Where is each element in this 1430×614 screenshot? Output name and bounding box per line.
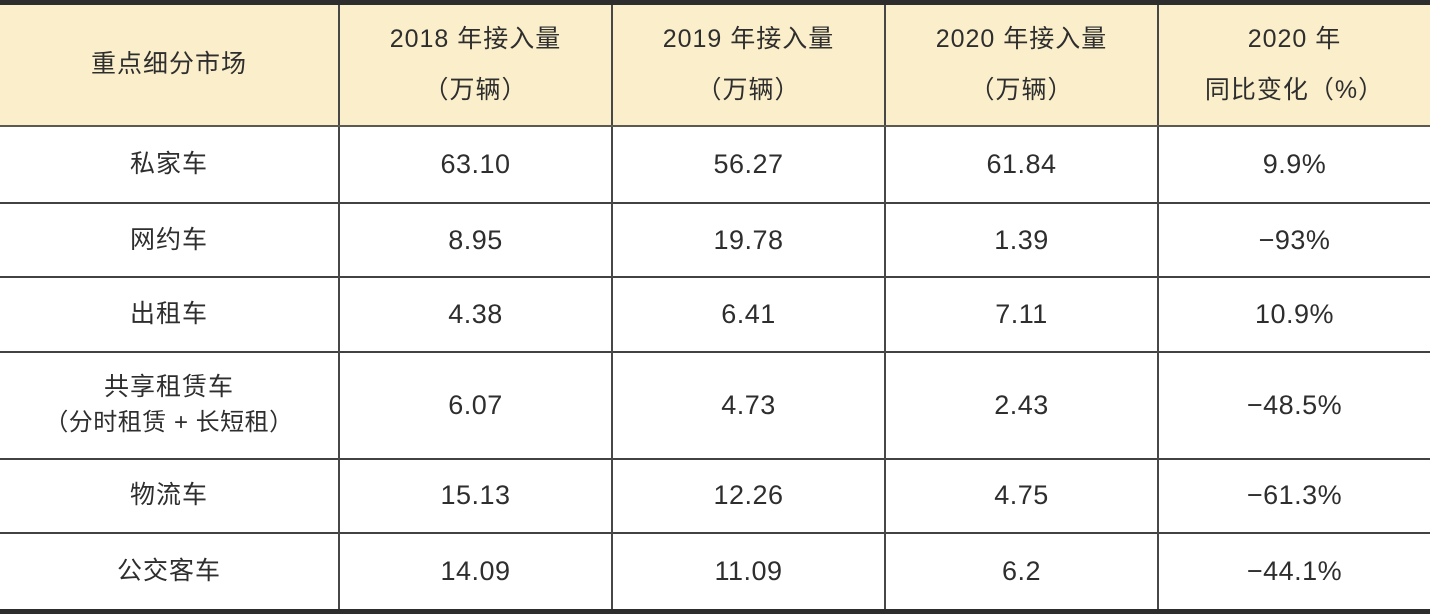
header-change-line1: 2020 年 [1247, 24, 1342, 53]
value-change: −61.3% [1157, 457, 1430, 533]
table-body: 私家车 63.10 56.27 61.84 9.9% 网约车 8.95 19.7… [0, 125, 1430, 612]
header-2020-line1: 2020 年接入量 [935, 24, 1108, 53]
table-row-shared-rental: 共享租赁车 （分时租赁 + 长短租） 6.07 4.73 2.43 −48.5% [0, 350, 1430, 459]
header-change-line2: 同比变化（%） [1204, 75, 1385, 104]
value-2020: 2.43 [884, 350, 1158, 459]
row-label-cell: 出租车 [0, 276, 339, 352]
value-2019: 19.78 [611, 202, 885, 278]
value-change: 9.9% [1157, 125, 1430, 204]
value-2018: 6.07 [338, 350, 612, 459]
value-change: −44.1% [1157, 531, 1430, 612]
value-2018: 63.10 [338, 125, 612, 204]
table-header-row: 重点细分市场 2018 年接入量 （万辆） 2019 年接入量 （万辆） [0, 2, 1430, 127]
table-row-taxi: 出租车 4.38 6.41 7.11 10.9% [0, 276, 1430, 352]
header-2020-line2: （万辆） [969, 75, 1074, 104]
row-label-cell: 私家车 [0, 126, 339, 204]
value-2018: 8.95 [338, 202, 612, 278]
header-2018-line1: 2018 年接入量 [389, 24, 562, 53]
value-change: −48.5% [1157, 350, 1430, 459]
value-2019: 56.27 [611, 125, 885, 204]
row-label-sub: （分时租赁 + 长短租） [44, 409, 294, 437]
header-cell-2020: 2020 年接入量 （万辆） [884, 2, 1158, 127]
header-cell-change: 2020 年 同比变化（%） [1157, 2, 1430, 127]
row-label-cell: 共享租赁车 （分时租赁 + 长短租） [0, 350, 339, 459]
row-label-cell: 公交客车 [0, 531, 339, 612]
header-2018-line2: （万辆） [423, 75, 528, 104]
row-label-cell: 物流车 [0, 457, 339, 533]
header-cell-2018: 2018 年接入量 （万辆） [338, 2, 612, 127]
header-cell-2019: 2019 年接入量 （万辆） [611, 2, 885, 127]
table-row-bus: 公交客车 14.09 11.09 6.2 −44.1% [0, 531, 1430, 612]
value-2020: 4.75 [884, 457, 1158, 533]
value-2020: 1.39 [884, 202, 1158, 278]
row-label: 物流车 [129, 481, 208, 510]
value-2019: 4.73 [611, 350, 885, 459]
row-label-cell: 网约车 [0, 202, 339, 278]
value-2020: 7.11 [884, 276, 1158, 352]
header-2019-line1: 2019 年接入量 [662, 24, 835, 53]
header-market-label: 重点细分市场 [90, 50, 247, 79]
row-label: 网约车 [129, 225, 208, 254]
value-2018: 15.13 [338, 457, 612, 533]
value-2019: 12.26 [611, 457, 885, 533]
value-2018: 4.38 [338, 276, 612, 352]
value-change: 10.9% [1157, 276, 1430, 352]
value-2019: 6.41 [611, 276, 885, 352]
row-label: 出租车 [129, 299, 208, 328]
row-label: 私家车 [129, 149, 208, 178]
row-label: 公交客车 [116, 556, 221, 585]
value-2020: 61.84 [884, 125, 1158, 204]
value-2019: 11.09 [611, 531, 885, 612]
value-2020: 6.2 [884, 531, 1158, 612]
header-2019-line2: （万辆） [696, 75, 801, 104]
table-row-logistics: 物流车 15.13 12.26 4.75 −61.3% [0, 457, 1430, 533]
table-row-ride-hailing: 网约车 8.95 19.78 1.39 −93% [0, 202, 1430, 278]
value-2018: 14.09 [338, 531, 612, 612]
value-change: −93% [1157, 202, 1430, 278]
table-row-private-car: 私家车 63.10 56.27 61.84 9.9% [0, 125, 1430, 204]
header-cell-market: 重点细分市场 [0, 2, 339, 127]
row-label: 共享租赁车 [103, 373, 234, 402]
